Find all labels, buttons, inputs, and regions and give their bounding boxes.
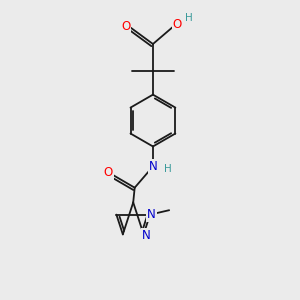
Text: N: N <box>142 229 151 242</box>
Text: N: N <box>148 160 157 173</box>
Text: H: H <box>185 13 193 23</box>
Text: H: H <box>164 164 172 174</box>
Text: N: N <box>147 208 156 221</box>
Text: O: O <box>103 167 113 179</box>
Text: O: O <box>172 18 182 32</box>
Text: O: O <box>121 20 130 33</box>
